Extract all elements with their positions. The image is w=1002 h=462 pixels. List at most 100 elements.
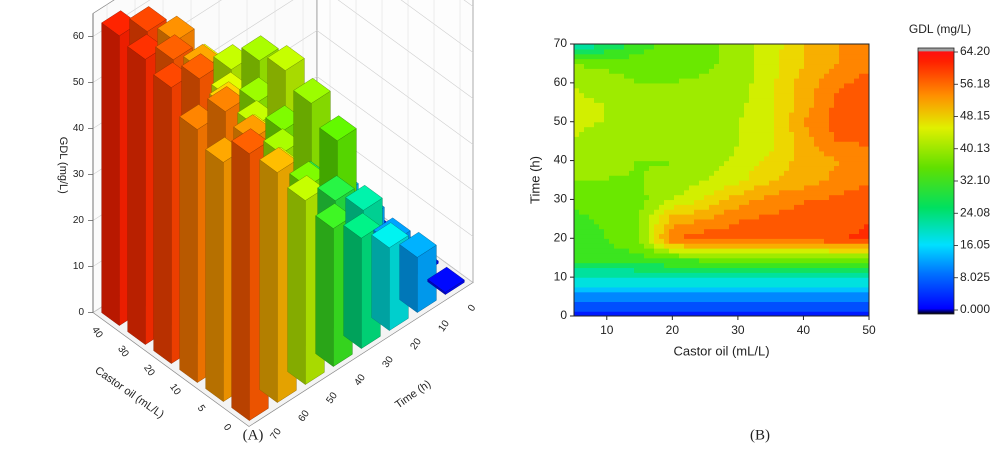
contour-cell xyxy=(764,180,770,186)
contour-cell xyxy=(589,68,595,74)
contour-cell xyxy=(809,53,815,60)
contour-cell xyxy=(649,311,655,316)
contour-cell xyxy=(584,136,590,142)
contour-cell xyxy=(754,277,760,283)
contour-cell xyxy=(844,238,850,244)
contour-cell xyxy=(789,155,795,162)
contour-cell xyxy=(594,73,600,79)
contour-cell xyxy=(829,184,835,191)
contour-cell xyxy=(724,146,730,152)
contour-cell xyxy=(604,141,610,147)
contour-cell xyxy=(864,233,869,239)
contour-cell xyxy=(589,116,595,123)
contour-cell xyxy=(724,306,730,312)
contour-cell xyxy=(604,282,610,288)
contour-cell xyxy=(649,209,655,215)
contour-cell xyxy=(759,296,765,303)
contour-cell xyxy=(644,78,650,84)
contour-cell xyxy=(659,277,665,283)
contour-cell xyxy=(814,165,820,171)
contour-cell xyxy=(709,267,715,273)
contour-cell xyxy=(719,189,725,196)
contour-cell xyxy=(749,160,755,167)
contour-cell xyxy=(854,204,860,210)
contour-cell xyxy=(744,116,750,123)
contour-cell xyxy=(749,146,755,152)
contour-cell xyxy=(844,165,850,171)
contour-cell xyxy=(759,272,765,278)
contour-cell xyxy=(604,238,610,244)
contour-cell xyxy=(729,116,735,123)
contour-cell xyxy=(614,286,620,293)
contour-cell xyxy=(664,262,670,269)
contour-cell xyxy=(649,53,655,60)
contour-cell xyxy=(839,92,845,99)
contour-cell xyxy=(859,272,865,278)
contour-cell xyxy=(624,82,630,89)
contour-cell xyxy=(719,68,725,74)
contour-cell xyxy=(574,277,580,283)
contour-cell xyxy=(579,92,585,99)
contour-cell xyxy=(734,180,740,186)
contour-cell xyxy=(829,155,835,162)
contour-cell xyxy=(619,209,625,215)
contour-cell xyxy=(784,68,790,74)
contour-cell xyxy=(689,146,695,152)
contour-cell xyxy=(574,53,580,60)
contour-cell xyxy=(684,238,690,244)
contour-cell xyxy=(844,228,850,235)
contour-cell xyxy=(644,272,650,278)
contour-cell xyxy=(684,82,690,89)
contour-cell xyxy=(814,44,820,50)
contour-cell xyxy=(574,228,580,235)
contour-cell xyxy=(809,257,815,264)
contour-cell xyxy=(709,277,715,283)
contour-cell xyxy=(719,141,725,147)
contour-cell xyxy=(684,107,690,113)
contour-cell xyxy=(799,121,805,128)
contour-cell xyxy=(609,131,615,137)
contour-cell xyxy=(659,155,665,162)
contour-cell xyxy=(724,209,730,215)
contour-cell xyxy=(769,136,775,142)
contour-cell xyxy=(709,189,715,196)
contour-cell xyxy=(699,248,705,254)
contour-cell xyxy=(674,233,680,239)
contour-cell xyxy=(834,184,840,191)
contour-cell xyxy=(709,116,715,123)
contour-cell xyxy=(809,180,815,186)
contour-cell xyxy=(849,160,855,167)
contour-cell xyxy=(579,209,585,215)
contour-cell xyxy=(854,92,860,99)
contour-cell xyxy=(634,107,640,113)
contour-cell xyxy=(854,199,860,205)
contour-cell xyxy=(719,121,725,128)
contour-cell xyxy=(634,209,640,215)
contour-cell xyxy=(659,248,665,254)
contour-cell xyxy=(689,243,695,249)
contour-cell xyxy=(754,126,760,133)
contour-cell xyxy=(604,78,610,84)
contour-cell xyxy=(779,160,785,167)
contour-cell xyxy=(844,204,850,210)
contour-cell xyxy=(654,243,660,249)
contour-cell xyxy=(714,209,720,215)
contour-cell xyxy=(649,141,655,147)
contour-cell xyxy=(729,184,735,191)
contour-cell xyxy=(859,121,865,128)
contour-cell xyxy=(819,78,825,84)
contour-cell xyxy=(649,301,655,307)
contour-cell xyxy=(734,306,740,312)
contour-cell xyxy=(764,102,770,108)
contour-cell xyxy=(699,194,705,201)
contour-cell xyxy=(819,257,825,264)
contour-cell xyxy=(784,44,790,50)
contour-cell xyxy=(859,277,865,283)
contour-cell xyxy=(684,189,690,196)
contour-cell xyxy=(604,131,610,137)
contour-cell xyxy=(769,277,775,283)
contour-cell xyxy=(594,44,600,50)
contour-cell xyxy=(619,87,625,94)
contour-cell xyxy=(589,311,595,316)
contour-cell xyxy=(834,311,840,316)
